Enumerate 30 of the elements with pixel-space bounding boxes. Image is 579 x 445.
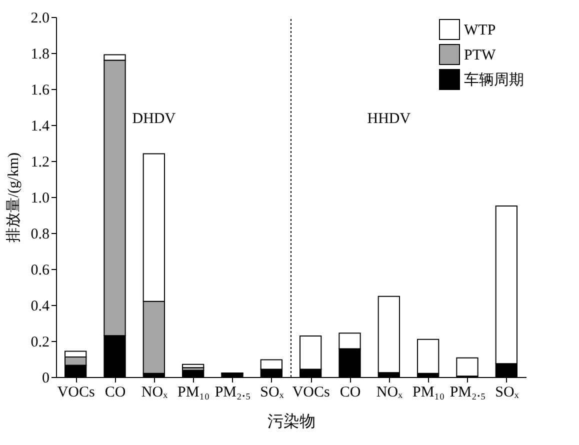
y-tick-label: 0.8 (30, 226, 50, 242)
y-tick-label: 0.6 (30, 262, 50, 278)
y-tick-label: 1.8 (30, 46, 50, 62)
y-tick-label: 0 (42, 370, 50, 386)
annotation: HHDV (367, 110, 411, 127)
y-tick-label: 2.0 (30, 10, 50, 26)
legend-label: 车辆周期 (464, 72, 524, 88)
annotation: DHDV (132, 110, 176, 127)
x-tick-label: NOₓ (141, 384, 168, 400)
y-tick-label: 1.2 (30, 154, 50, 170)
y-tick-label: 0.4 (30, 298, 50, 314)
x-tick-label: SOₓ (260, 384, 284, 400)
x-tick-label: VOCs (292, 384, 330, 400)
x-tick-label: NOₓ (376, 384, 404, 400)
x-tick-label: PM₂.₅ (214, 384, 251, 400)
x-tick-label: PM₁₀ (412, 384, 445, 400)
legend-label: WTP (464, 22, 496, 38)
y-tick-label: 0.2 (30, 334, 50, 350)
x-tick-label: PM₁₀ (178, 384, 210, 400)
y-tick-label: 1.0 (30, 190, 50, 206)
x-tick-label: CO (340, 384, 361, 400)
y-axis-title: 排放量/(g/km) (4, 152, 22, 242)
legend-label: PTW (464, 48, 497, 64)
x-tick-label: SOₓ (495, 384, 520, 400)
x-tick-label: CO (104, 384, 126, 400)
x-tick-label: PM₂.₅ (450, 384, 486, 400)
y-tick-label: 1.6 (30, 82, 50, 98)
y-tick-label: 1.4 (30, 118, 50, 134)
x-axis-title: 污染物 (268, 412, 316, 430)
x-tick-label: VOCs (57, 384, 95, 400)
